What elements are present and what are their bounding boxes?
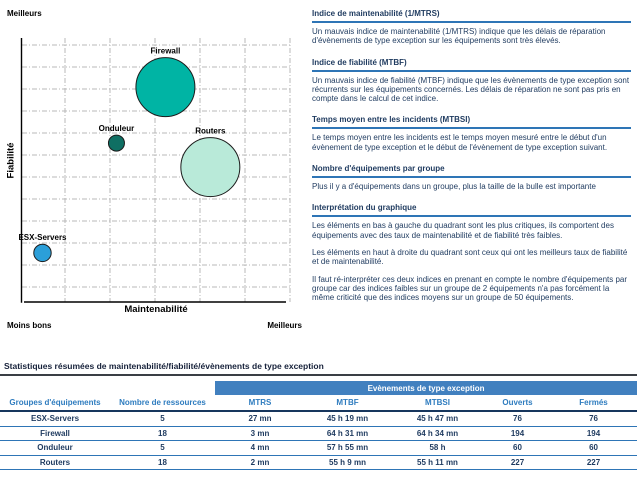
bubble-label-routers: Routers [195, 127, 226, 136]
column-header-5: Ouverts [485, 395, 550, 412]
chart-corner-bottom-right-label: Meilleurs [267, 321, 302, 330]
table-band-spacer [0, 381, 215, 395]
value-cell: 4 mn [215, 440, 305, 456]
info-section-paragraph: Un mauvais indice de fiabilité (MTBF) in… [312, 75, 630, 104]
equipment-group-cell: Firewall [0, 426, 110, 441]
info-section-0: Indice de maintenabilité (1/MTRS) Un mauv… [312, 9, 631, 46]
value-cell: 18 [110, 426, 215, 441]
table-header-row: Groupes d'équipements Nombre de ressource… [0, 395, 637, 412]
info-panel: Indice de maintenabilité (1/MTRS) Un mauv… [312, 9, 631, 314]
value-cell: 58 h [390, 440, 485, 456]
column-header-6: Fermés [550, 395, 637, 412]
summary-table: Evènements de type exception Groupes d'é… [0, 381, 637, 470]
value-cell: 76 [550, 411, 637, 427]
column-header-2: MTRS [215, 395, 305, 412]
bubble-esx-servers [33, 243, 52, 263]
bubble-label-onduleur: Onduleur [99, 124, 135, 133]
column-header-1: Nombre de ressources [110, 395, 215, 412]
info-section-heading: Nombre d'équipements par groupe [312, 164, 631, 179]
info-section-paragraph: Les éléments en bas à gauche du quadrant… [312, 221, 614, 240]
value-cell: 55 h 11 mn [390, 455, 485, 470]
equipment-group-cell: Routers [0, 455, 110, 470]
bubble-plot: Firewall Onduleur Routers ESX-Servers [18, 38, 291, 303]
info-section-1: Indice de fiabilité (MTBF) Un mauvais ind… [312, 58, 631, 104]
value-cell: 27 mn [215, 411, 305, 427]
value-cell: 64 h 31 mn [305, 426, 390, 441]
value-cell: 76 [485, 411, 550, 427]
table-row: Onduleur 5 4 mn 57 h 55 mn 58 h 60 60 [0, 440, 637, 456]
summary-title-rule [0, 374, 637, 376]
info-section-paragraph: Plus il y a d'équipements dans un groupe… [312, 182, 596, 192]
info-section-paragraph: Le temps moyen entre les incidents est l… [312, 133, 608, 152]
equipment-group-cell: ESX-Servers [0, 411, 110, 427]
value-cell: 194 [485, 426, 550, 441]
value-cell: 57 h 55 mn [305, 440, 390, 456]
chart-corner-bottom-left-label: Moins bons [7, 321, 52, 330]
bubble-onduleur [107, 134, 125, 152]
value-cell: 64 h 34 mn [390, 426, 485, 441]
value-cell: 227 [550, 455, 637, 470]
value-cell: 45 h 19 mn [305, 411, 390, 427]
summary-title: Statistiques résumées de maintenabilité/… [4, 361, 324, 371]
info-section-4: Interprétation du graphique Les éléments … [312, 203, 631, 302]
bubble-chart: Firewall Onduleur Routers ESX-Servers [18, 36, 293, 311]
column-header-4: MTBSI [390, 395, 485, 412]
value-cell: 5 [110, 440, 215, 456]
info-section-heading: Indice de fiabilité (MTBF) [312, 58, 631, 72]
value-cell: 55 h 9 mn [305, 455, 390, 470]
value-cell: 60 [485, 440, 550, 456]
info-section-heading: Temps moyen entre les incidents (MTBSI) [312, 115, 631, 130]
info-section-heading: Interprétation du graphique [312, 203, 631, 218]
value-cell: 3 mn [215, 426, 305, 441]
y-axis-label: Fiabilité [5, 142, 17, 179]
table-band-row: Evènements de type exception [0, 381, 637, 395]
value-cell: 45 h 47 mn [390, 411, 485, 427]
column-header-0: Groupes d'équipements [0, 395, 110, 412]
value-cell: 18 [110, 455, 215, 470]
info-section-heading: Indice de maintenabilité (1/MTRS) [312, 9, 631, 23]
value-cell: 194 [550, 426, 637, 441]
info-section-paragraph: Il faut ré-interpréter ces deux indices … [312, 274, 628, 303]
bubble-label-firewall: Firewall [151, 47, 181, 56]
value-cell: 2 mn [215, 455, 305, 470]
bubble-firewall [135, 57, 196, 118]
equipment-group-cell: Onduleur [0, 440, 110, 456]
info-section-paragraph: Un mauvais indice de maintenabilité (1/M… [312, 27, 606, 46]
info-section-3: Nombre d'équipements par groupe Plus il y… [312, 164, 631, 191]
summary-block: Statistiques résumées de maintenabilité/… [0, 361, 637, 470]
chart-corner-top-left-label: Meilleurs [7, 9, 42, 18]
column-header-3: MTBF [305, 395, 390, 412]
table-row: Routers 18 2 mn 55 h 9 mn 55 h 11 mn 227 227 [0, 455, 637, 470]
table-band-label: Evènements de type exception [215, 381, 637, 395]
table-row: Firewall 18 3 mn 64 h 31 mn 64 h 34 mn 194 194 [0, 426, 637, 441]
bubble-routers [180, 137, 241, 198]
value-cell: 5 [110, 411, 215, 427]
info-section-paragraph: Les éléments en haut à droite du quadran… [312, 247, 628, 267]
table-row: ESX-Servers 5 27 mn 45 h 19 mn 45 h 47 mn 76 7… [0, 411, 637, 427]
x-axis-label: Maintenabilité [124, 304, 188, 315]
bubble-label-esx-servers: ESX-Servers [18, 233, 67, 242]
info-section-2: Temps moyen entre les incidents (MTBSI) L… [312, 115, 631, 152]
value-cell: 60 [550, 440, 637, 456]
value-cell: 227 [485, 455, 550, 470]
